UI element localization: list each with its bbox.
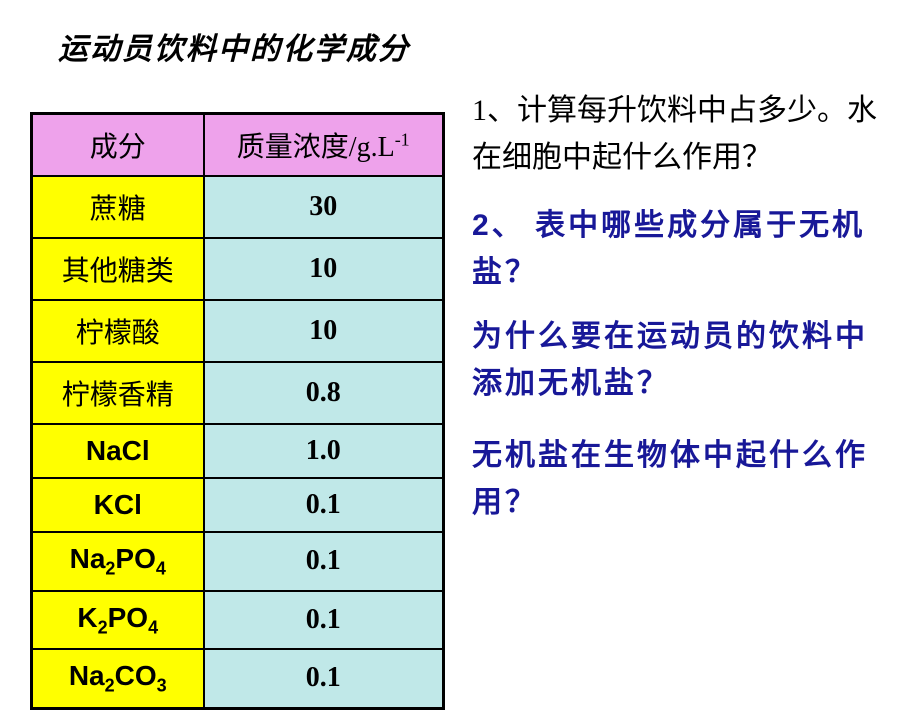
cell-value: 0.1 bbox=[204, 478, 444, 532]
table-row: K2PO40.1 bbox=[32, 591, 444, 650]
table-row: 柠檬香精0.8 bbox=[32, 362, 444, 424]
table-row: KCl0.1 bbox=[32, 478, 444, 532]
cell-name: NaCl bbox=[32, 424, 204, 478]
question-2: 2、 表中哪些成分属于无机盐？ bbox=[472, 203, 892, 296]
cell-name: K2PO4 bbox=[32, 591, 204, 650]
page-title: 运动员饮料中的化学成分 bbox=[58, 24, 410, 68]
cell-name: Na2CO3 bbox=[32, 649, 204, 708]
questions-area: 1、计算每升饮料中占多少。水在细胞中起什么作用？ 2、 表中哪些成分属于无机盐？… bbox=[472, 88, 892, 526]
cell-name: Na2PO4 bbox=[32, 532, 204, 591]
table-body: 蔗糖30 其他糖类10 柠檬酸10 柠檬香精0.8 NaCl1.0 KCl0.1… bbox=[32, 176, 444, 708]
table-row: 其他糖类10 bbox=[32, 238, 444, 300]
cell-name: 柠檬酸 bbox=[32, 300, 204, 362]
cell-value: 0.1 bbox=[204, 591, 444, 650]
cell-name: 其他糖类 bbox=[32, 238, 204, 300]
cell-value: 0.1 bbox=[204, 532, 444, 591]
question-4: 无机盐在生物体中起什么作用？ bbox=[472, 433, 892, 526]
cell-name: 蔗糖 bbox=[32, 176, 204, 238]
table-row: 柠檬酸10 bbox=[32, 300, 444, 362]
question-1: 1、计算每升饮料中占多少。水在细胞中起什么作用？ bbox=[472, 88, 892, 181]
cell-value: 0.1 bbox=[204, 649, 444, 708]
composition-table: 成分 质量浓度/g.L-1 蔗糖30 其他糖类10 柠檬酸10 柠檬香精0.8 … bbox=[30, 112, 445, 710]
cell-value: 10 bbox=[204, 238, 444, 300]
table-row: Na2PO40.1 bbox=[32, 532, 444, 591]
table-header-concentration: 质量浓度/g.L-1 bbox=[204, 114, 444, 177]
cell-value: 1.0 bbox=[204, 424, 444, 478]
question-3: 为什么要在运动员的饮料中添加无机盐？ bbox=[472, 314, 892, 407]
cell-value: 0.8 bbox=[204, 362, 444, 424]
cell-name: 柠檬香精 bbox=[32, 362, 204, 424]
table-header-component: 成分 bbox=[32, 114, 204, 177]
table-row: NaCl1.0 bbox=[32, 424, 444, 478]
cell-value: 30 bbox=[204, 176, 444, 238]
cell-name: KCl bbox=[32, 478, 204, 532]
table-row: 蔗糖30 bbox=[32, 176, 444, 238]
cell-value: 10 bbox=[204, 300, 444, 362]
table-row: Na2CO30.1 bbox=[32, 649, 444, 708]
